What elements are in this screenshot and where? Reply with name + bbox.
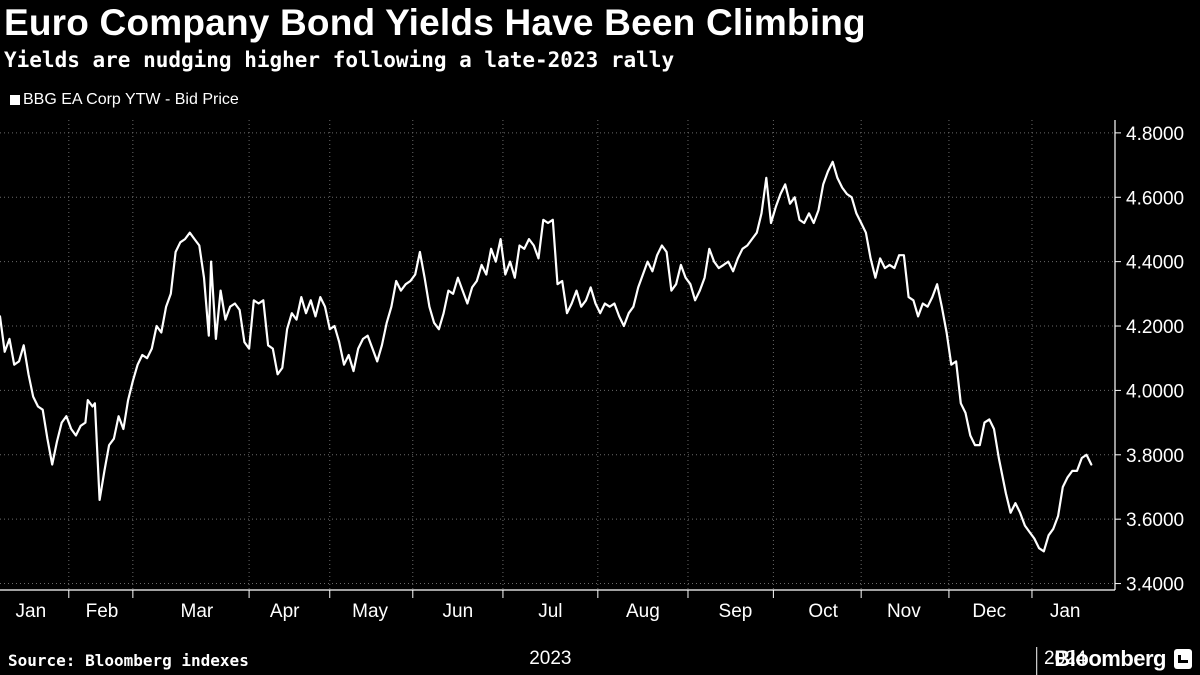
x-tick-label: Mar xyxy=(181,601,214,622)
chart-subtitle: Yields are nudging higher following a la… xyxy=(4,48,675,72)
y-tick-label: 4.8000 xyxy=(1126,124,1184,145)
x-tick-label: Oct xyxy=(808,601,838,622)
x-tick-label: Feb xyxy=(86,601,119,622)
brand-logo: Bloomberg xyxy=(1054,646,1166,671)
y-tick-label: 4.4000 xyxy=(1126,253,1184,274)
x-axis: Jan Feb Mar Apr May Jun Jul Aug Sep Oct Nov Dec Jan 2… xyxy=(0,589,1115,675)
legend: BBG EA Corp YTW - Bid Price xyxy=(10,91,239,109)
y-tick-label: 3.4000 xyxy=(1126,575,1184,596)
year-label: 2023 xyxy=(529,648,571,669)
x-tick-label: Jan xyxy=(1050,601,1081,622)
x-tick-label: Jul xyxy=(538,601,562,622)
year-label: 2024 xyxy=(1044,648,1087,669)
x-tick-label: Nov xyxy=(887,601,921,622)
y-tick-label: 4.0000 xyxy=(1126,381,1184,402)
x-tick-label: Jan xyxy=(16,601,47,622)
y-axis: 3.4000 3.6000 3.8000 4.0000 4.2000 4.4000 4.60… xyxy=(1114,120,1184,596)
plot-area xyxy=(0,160,1093,553)
x-tick-label: Aug xyxy=(626,601,660,622)
x-tick-label: Apr xyxy=(270,601,300,622)
series-line xyxy=(0,160,1093,553)
x-tick-label: Dec xyxy=(972,601,1006,622)
y-tick-label: 3.8000 xyxy=(1126,446,1184,467)
x-tick-label: Sep xyxy=(719,601,753,622)
x-tick-label: Jun xyxy=(443,601,474,622)
chart-title: Euro Company Bond Yields Have Been Climb… xyxy=(4,2,866,43)
legend-swatch xyxy=(10,95,20,105)
chart-icon xyxy=(1174,649,1192,669)
source-note: Source: Bloomberg indexes xyxy=(8,651,249,670)
y-tick-label: 4.2000 xyxy=(1126,317,1184,338)
legend-label: BBG EA Corp YTW - Bid Price xyxy=(23,91,239,108)
y-tick-label: 4.6000 xyxy=(1126,188,1184,209)
y-tick-label: 3.6000 xyxy=(1126,510,1184,531)
grid xyxy=(0,120,1115,590)
x-tick-label: May xyxy=(352,601,388,622)
